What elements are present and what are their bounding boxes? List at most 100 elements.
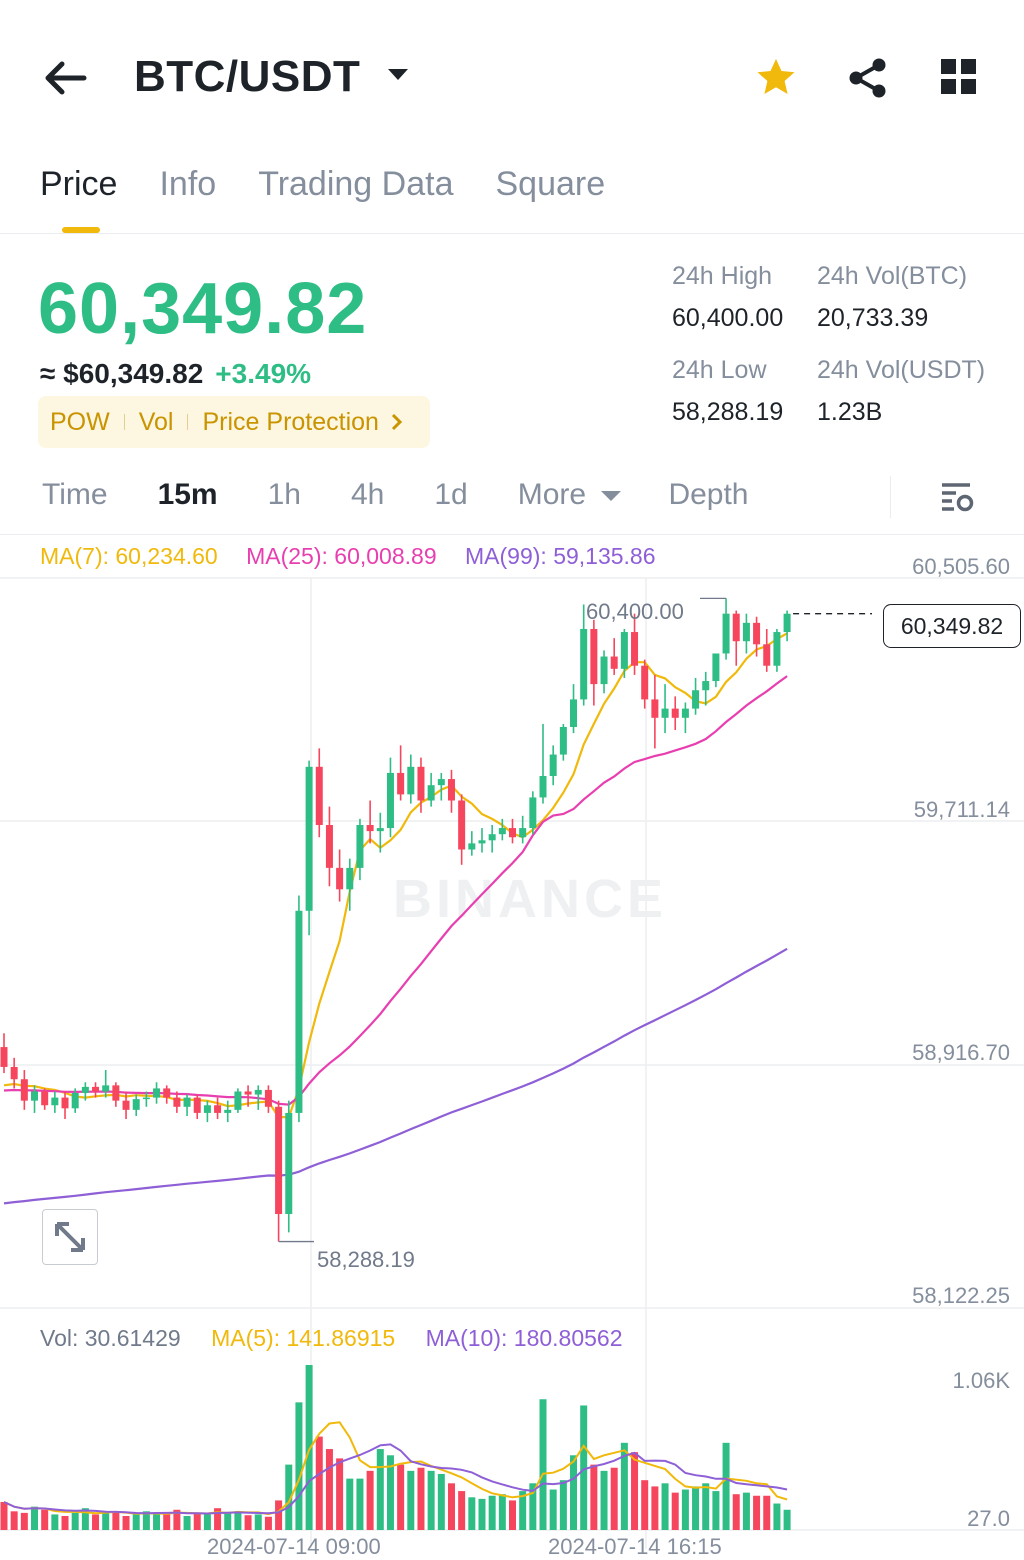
candle-body — [712, 653, 720, 682]
ma-line — [3, 947, 788, 1205]
high-marker-label: 60,400.00 — [586, 599, 684, 624]
volume-bar — [590, 1464, 598, 1530]
volume-bar — [580, 1405, 588, 1530]
tab-trading-data[interactable]: Trading Data — [258, 165, 454, 203]
candle-body — [549, 754, 557, 776]
candle-body — [0, 1047, 8, 1067]
candle-body — [498, 828, 506, 835]
candle-body — [386, 772, 394, 829]
volume-bar — [712, 1491, 720, 1530]
interval-1d[interactable]: 1d — [434, 478, 468, 511]
volume-bar — [407, 1470, 415, 1530]
candle-body — [153, 1088, 161, 1098]
price-axis-label: 59,711.14 — [913, 797, 1010, 822]
candle-body — [651, 699, 659, 718]
tab-square[interactable]: Square — [495, 165, 606, 203]
candle-body — [20, 1079, 28, 1101]
pair-title[interactable]: BTC/USDT — [134, 52, 361, 101]
volume-bar — [264, 1516, 272, 1530]
volume-bar — [336, 1458, 344, 1530]
candle-body — [671, 708, 679, 718]
volume-bar — [539, 1399, 547, 1530]
volume-bar — [742, 1492, 750, 1530]
volume-bar — [315, 1436, 323, 1530]
back-arrow-icon — [45, 61, 87, 95]
candle-body — [773, 632, 781, 666]
tag-vol[interactable]: Vol — [138, 407, 174, 436]
volume-bar — [722, 1442, 730, 1530]
volume-bar — [651, 1486, 659, 1530]
volume-bar — [234, 1511, 242, 1530]
candle-body — [31, 1091, 39, 1101]
candle-body — [356, 825, 364, 868]
volume-bar — [346, 1478, 354, 1530]
volume-bar — [285, 1464, 293, 1530]
interval-depth[interactable]: Depth — [668, 478, 749, 511]
candle-body — [295, 910, 303, 1113]
share-button[interactable] — [846, 56, 890, 100]
low-marker-label: 58,288.19 — [317, 1247, 415, 1272]
volume-ma-lines — [3, 1421, 788, 1516]
volume-bar — [132, 1514, 140, 1530]
volume-bar — [437, 1473, 445, 1530]
caret-down-icon — [601, 491, 622, 502]
interval-more[interactable]: More — [518, 478, 623, 512]
stat-low-value: 58,288.19 — [672, 398, 784, 426]
volume-ma-line — [3, 1421, 788, 1516]
volume-bar — [488, 1495, 496, 1530]
ma-legend: MA(7): 60,234.60 MA(25): 60,008.89 MA(99… — [40, 543, 656, 570]
tag-pow[interactable]: POW — [50, 407, 110, 436]
stat-high-value: 60,400.00 — [672, 304, 784, 332]
candle-body — [478, 840, 486, 844]
candle-body — [407, 766, 415, 795]
candle-body — [397, 772, 405, 795]
volume-bar — [244, 1515, 252, 1530]
volume-bar — [427, 1470, 435, 1530]
interval-15m[interactable]: 15m — [157, 478, 218, 511]
fullscreen-button[interactable] — [42, 1209, 98, 1265]
volume-bar — [102, 1511, 110, 1530]
volume-bar — [275, 1500, 283, 1530]
candle-body — [71, 1093, 79, 1109]
candlestick-chart[interactable]: BINANCE — [0, 549, 1024, 1549]
volume-bar — [397, 1464, 405, 1530]
current-price-tag: 60,349.82 — [883, 604, 1021, 648]
candle-body — [244, 1091, 252, 1095]
interval-4h[interactable]: 4h — [350, 478, 385, 511]
chart-settings-button[interactable] — [940, 480, 974, 514]
volume-bar — [153, 1512, 161, 1530]
candle-body — [173, 1097, 181, 1107]
volume-bar — [163, 1514, 171, 1530]
last-price: 60,349.82 — [38, 269, 368, 349]
candle-body — [325, 825, 333, 868]
volume-bar — [600, 1470, 608, 1530]
interval-time[interactable]: Time — [42, 478, 108, 511]
candle-body — [447, 779, 455, 801]
tag-bar[interactable]: POW Vol Price Protection — [38, 396, 430, 448]
star-icon — [757, 59, 795, 94]
watermark: BINANCE — [393, 869, 667, 929]
favorite-button[interactable] — [754, 56, 798, 100]
candle-body — [183, 1097, 191, 1107]
candle-body — [702, 681, 710, 691]
candle-body — [692, 690, 700, 709]
volume-bar — [610, 1467, 618, 1530]
candle-body — [580, 628, 588, 700]
tab-price[interactable]: Price — [40, 165, 118, 203]
candle-body — [570, 699, 578, 727]
stat-vol-btc-value: 20,733.39 — [817, 304, 929, 332]
interval-more-label: More — [517, 478, 587, 511]
back-button[interactable] — [40, 56, 90, 100]
volume-bar — [519, 1491, 527, 1530]
candle-body — [51, 1097, 59, 1106]
volume-axis-top: 1.06K — [952, 1368, 1011, 1393]
tag-separator — [123, 414, 125, 430]
grid-menu-button[interactable] — [940, 58, 978, 96]
volume-legend: Vol: 30.61429 MA(5): 141.86915 MA(10): 1… — [40, 1325, 623, 1352]
candle-body — [112, 1085, 120, 1101]
interval-1h[interactable]: 1h — [267, 478, 301, 511]
tab-info[interactable]: Info — [159, 165, 217, 203]
volume-bar — [570, 1455, 578, 1530]
pair-dropdown-button[interactable] — [386, 66, 412, 84]
tag-price-protection[interactable]: Price Protection — [202, 407, 379, 436]
